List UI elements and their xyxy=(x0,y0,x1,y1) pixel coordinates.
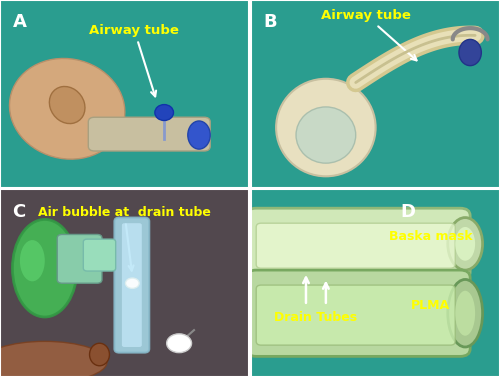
Ellipse shape xyxy=(448,218,482,270)
Ellipse shape xyxy=(188,121,210,149)
Text: C: C xyxy=(12,202,26,221)
Ellipse shape xyxy=(455,227,475,261)
Ellipse shape xyxy=(448,279,482,347)
Text: D: D xyxy=(400,202,415,221)
Text: Baska mask: Baska mask xyxy=(388,230,472,243)
Ellipse shape xyxy=(0,341,107,377)
Ellipse shape xyxy=(455,291,475,336)
Ellipse shape xyxy=(10,58,125,159)
Ellipse shape xyxy=(166,334,192,352)
FancyBboxPatch shape xyxy=(114,218,150,352)
Ellipse shape xyxy=(155,104,174,121)
Ellipse shape xyxy=(12,219,77,317)
Ellipse shape xyxy=(90,343,110,366)
FancyBboxPatch shape xyxy=(256,223,455,268)
Ellipse shape xyxy=(276,79,376,176)
FancyBboxPatch shape xyxy=(246,208,470,279)
Text: Airway tube: Airway tube xyxy=(90,24,180,97)
Text: B: B xyxy=(264,13,278,31)
Text: Airway tube: Airway tube xyxy=(320,9,416,60)
Ellipse shape xyxy=(296,107,356,163)
Text: Air bubble at  drain tube: Air bubble at drain tube xyxy=(38,206,211,271)
Text: A: A xyxy=(12,13,26,31)
FancyBboxPatch shape xyxy=(84,239,116,271)
FancyBboxPatch shape xyxy=(57,234,102,283)
Text: Drain Tubes: Drain Tubes xyxy=(274,311,357,324)
Ellipse shape xyxy=(459,39,481,66)
Ellipse shape xyxy=(126,278,139,288)
FancyBboxPatch shape xyxy=(256,285,455,345)
Ellipse shape xyxy=(50,86,85,124)
Ellipse shape xyxy=(20,240,45,281)
FancyBboxPatch shape xyxy=(88,117,210,151)
Text: PLMA: PLMA xyxy=(411,299,450,312)
FancyBboxPatch shape xyxy=(246,270,470,356)
FancyBboxPatch shape xyxy=(122,223,142,347)
